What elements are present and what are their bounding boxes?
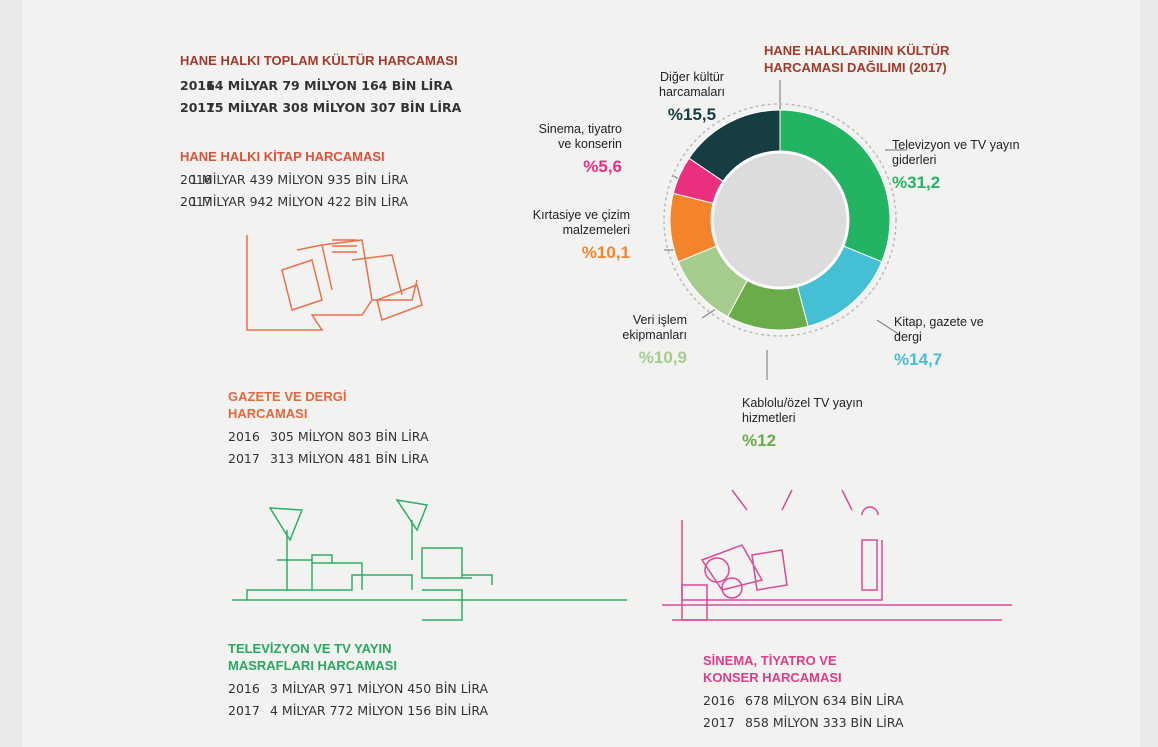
slice-name: Televizyon ve TV yayın giderleri	[892, 138, 1020, 167]
row-year: 2017	[703, 715, 735, 730]
tv-illustration	[232, 498, 627, 621]
section: GAZETE VE DERGİ HARCAMASI 2016 305 MİLYON …	[228, 388, 429, 466]
section-row: 2017 4 MİLYAR 772 MİLYON 156 BİN LİRA	[228, 703, 488, 718]
row-amount: 3 MİLYAR 971 MİLYON 450 BİN LİRA	[270, 681, 489, 696]
row-year: 2016	[228, 681, 260, 696]
section-title: SİNEMA, TİYATRO VE KONSER HARCAMASI	[703, 653, 842, 685]
press-illustration	[246, 235, 423, 331]
slice-label: Kitap, gazete ve dergi %14,7	[894, 315, 994, 370]
row-year: 2016	[180, 78, 215, 93]
infographic: HANE HALKLARININ KÜLTÜR HARCAMASI DAĞILI…	[22, 0, 1140, 747]
donut	[669, 109, 891, 331]
section-row: 201715 MİLYAR 308 MİLYON 307 BİN LİRA	[180, 100, 580, 115]
row-year: 2016	[228, 429, 260, 444]
section: HANE HALKI TOPLAM KÜLTÜR HARCAMASI 201614…	[180, 52, 580, 115]
section-title: TELEVİZYON VE TV YAYIN MASRAFLARI HARCAM…	[228, 641, 397, 673]
row-amount: 1 MİLYAR 942 MİLYON 422 BİN LİRA	[190, 194, 409, 209]
slice-value: %5,6	[583, 157, 622, 176]
slice-label: Veri işlem ekipmanları %10,9	[592, 313, 687, 368]
slice-name: Kitap, gazete ve dergi	[894, 315, 984, 344]
row-amount: 15 MİLYAR 308 MİLYON 307 BİN LİRA	[206, 100, 462, 115]
slice-value: %10,9	[638, 348, 687, 367]
donut-outline	[663, 103, 897, 337]
slice-label: Diğer kültür harcamaları %15,5	[642, 70, 742, 125]
section-row: 2016 3 MİLYAR 971 MİLYON 450 BİN LİRA	[228, 681, 488, 696]
section: SİNEMA, TİYATRO VE KONSER HARCAMASI 2016 6…	[703, 652, 904, 730]
row-amount: 4 MİLYAR 772 MİLYON 156 BİN LİRA	[270, 703, 489, 718]
section-row: 2016 305 MİLYON 803 BİN LİRA	[228, 429, 429, 444]
section-row: 2017 313 MİLYON 481 BİN LİRA	[228, 451, 429, 466]
row-year: 2017	[180, 194, 212, 209]
row-amount: 305 MİLYON 803 BİN LİRA	[270, 429, 429, 444]
slice-label: Kablolu/özel TV yayın hizmetleri %12	[742, 396, 902, 451]
row-amount: 858 MİLYON 333 BİN LİRA	[745, 715, 904, 730]
section: HANE HALKI KİTAP HARCAMASI 20161 MİLYAR 4…	[180, 148, 580, 209]
section-title: GAZETE VE DERGİ HARCAMASI	[228, 389, 347, 421]
row-year: 2016	[180, 172, 212, 187]
stage-illustration	[662, 489, 1012, 621]
section-title: HANE HALKI TOPLAM KÜLTÜR HARCAMASI	[180, 53, 458, 68]
section-row: 2016 678 MİLYON 634 BİN LİRA	[703, 693, 904, 708]
slice-name: Veri işlem ekipmanları	[622, 313, 687, 342]
chart-title: HANE HALKLARININ KÜLTÜR HARCAMASI DAĞILI…	[764, 43, 950, 75]
slice-value: %12	[742, 431, 777, 450]
slice-value: %15,5	[667, 105, 717, 124]
slice-value: %10,1	[581, 243, 630, 262]
section-title: HANE HALKI KİTAP HARCAMASI	[180, 149, 385, 164]
row-year: 2017	[228, 451, 260, 466]
row-amount: 678 MİLYON 634 BİN LİRA	[745, 693, 904, 708]
row-year: 2017	[228, 703, 260, 718]
illustrations	[232, 80, 1012, 621]
row-year: 2017	[180, 100, 215, 115]
donut-hole	[710, 150, 850, 290]
slice-label: Kırtasiye ve çizim malzemeleri %10,1	[500, 208, 630, 263]
row-amount: 1 MİLYAR 439 MİLYON 935 BİN LİRA	[190, 172, 409, 187]
slice-name: Diğer kültür harcamaları	[659, 70, 725, 99]
slice-name: Sinema, tiyatro ve konserin	[538, 122, 622, 151]
section-row: 20161 MİLYAR 439 MİLYON 935 BİN LİRA	[180, 172, 580, 187]
row-amount: 14 MİLYAR 79 MİLYON 164 BİN LİRA	[206, 78, 453, 93]
section-row: 2017 858 MİLYON 333 BİN LİRA	[703, 715, 904, 730]
section-row: 201614 MİLYAR 79 MİLYON 164 BİN LİRA	[180, 78, 580, 93]
section: TELEVİZYON VE TV YAYIN MASRAFLARI HARCAM…	[228, 640, 488, 718]
slice-name: Kırtasiye ve çizim malzemeleri	[532, 208, 630, 237]
slice-name: Kablolu/özel TV yayın hizmetleri	[742, 396, 863, 425]
slice-value: %31,2	[892, 173, 941, 192]
slice-label: Sinema, tiyatro ve konserin %5,6	[532, 122, 622, 177]
row-amount: 313 MİLYON 481 BİN LİRA	[270, 451, 429, 466]
slice-value: %14,7	[894, 350, 943, 369]
slice-label: Televizyon ve TV yayın giderleri %31,2	[892, 138, 1022, 193]
row-year: 2016	[703, 693, 735, 708]
section-row: 20171 MİLYAR 942 MİLYON 422 BİN LİRA	[180, 194, 580, 209]
